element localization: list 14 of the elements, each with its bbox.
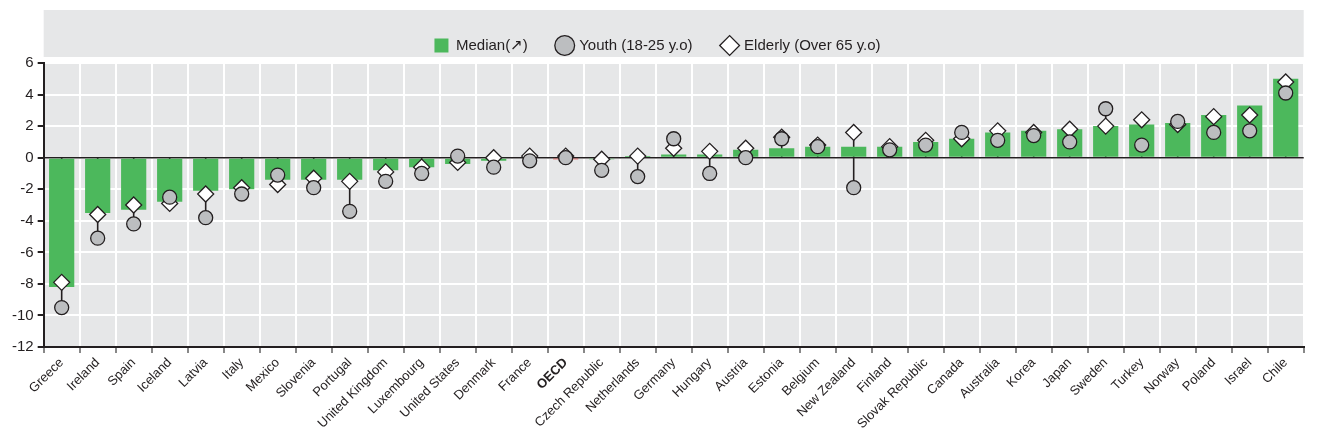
y-tick-label: 0 [25,147,34,165]
y-tick-label: -4 [20,210,34,228]
y-tick-label: 4 [25,84,34,102]
legend-label: Elderly (Over 65 y.o) [744,35,881,53]
y-tick-label: -2 [20,179,34,197]
legend-label: Median(↗) [455,35,528,53]
y-tick-label: -12 [11,337,34,355]
y-tick-label: 2 [25,116,34,134]
y-tick-label: 6 [25,53,34,71]
legend-label: Youth (18-25 y.o) [579,35,693,53]
y-tick-label: -6 [20,242,34,260]
y-tick-label: -10 [11,305,34,323]
x-tick-label: Italy [218,354,247,383]
y-tick-label: -8 [20,274,34,292]
